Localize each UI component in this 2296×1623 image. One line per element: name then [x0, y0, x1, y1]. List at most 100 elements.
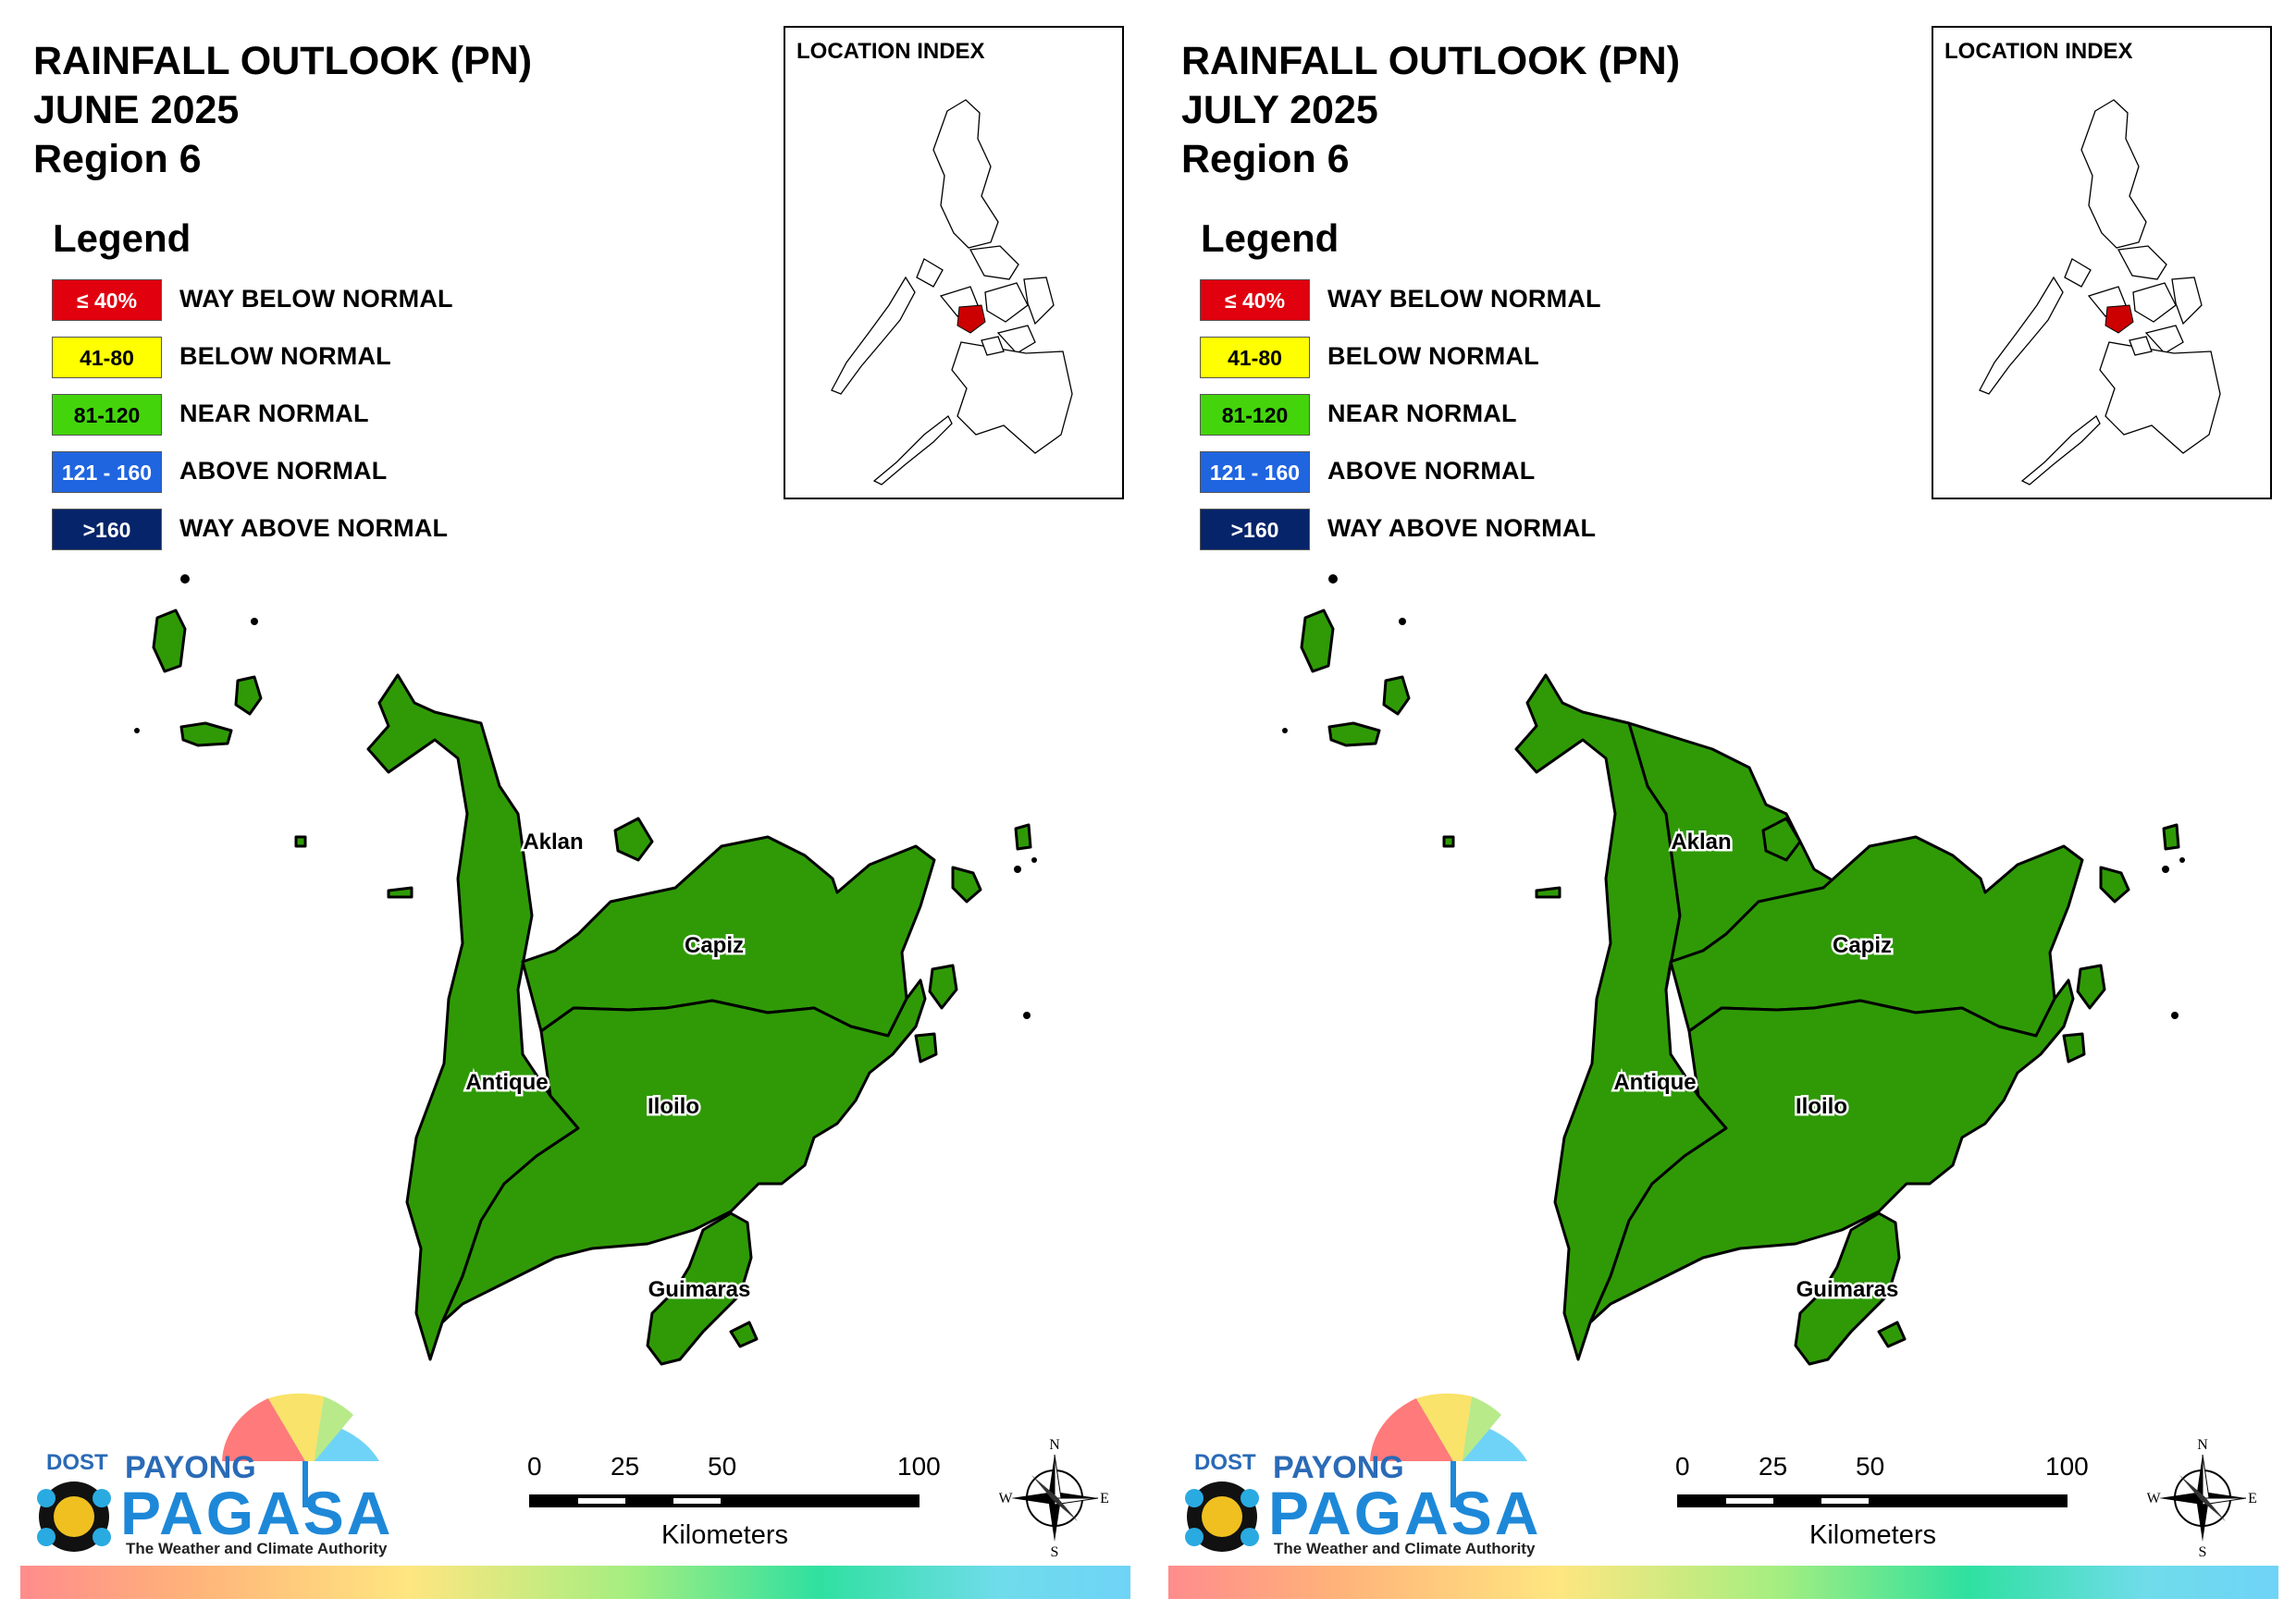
logo-pagasa-text: PAGASA — [120, 1479, 394, 1547]
province-label-capiz: Capiz — [1833, 933, 1892, 958]
logo-payong-text: PAYONG — [1273, 1450, 1404, 1485]
legend-item-way-below: ≤ 40% WAY BELOW NORMAL — [52, 279, 496, 323]
legend-label: WAY ABOVE NORMAL — [179, 514, 449, 542]
logo-pagasa-text: PAGASA — [1268, 1479, 1542, 1547]
island — [387, 886, 414, 899]
legend-item-above: 121 - 160 ABOVE NORMAL — [1200, 451, 1644, 495]
legend-swatch: 121 - 160 — [52, 451, 162, 493]
island — [2076, 964, 2106, 1010]
region-6-map: Aklan Capiz Antique Iloilo Guimaras — [134, 574, 1037, 1366]
island — [2162, 823, 2180, 851]
island — [1014, 823, 1032, 851]
legend-swatch: ≤ 40% — [1200, 279, 1310, 321]
legend-label: ABOVE NORMAL — [1327, 457, 1536, 485]
island — [2062, 1032, 2086, 1064]
province-label-iloilo: Iloilo — [1796, 1094, 1847, 1119]
legend-item-near: 81-120 NEAR NORMAL — [1200, 394, 1644, 437]
scale-tick-25: 25 — [1759, 1452, 1788, 1481]
compass-s: S — [2199, 1544, 2207, 1558]
title-region: Region 6 — [33, 137, 202, 181]
scale-tick-0: 0 — [527, 1452, 542, 1481]
philippines-outline-map — [831, 99, 1073, 486]
compass-n: N — [1049, 1438, 1060, 1453]
province-guimaras — [646, 1211, 753, 1366]
compass-n: N — [2197, 1438, 2208, 1453]
location-index-inset: LOCATION INDEX — [784, 26, 1124, 499]
map-title: RAINFALL OUTLOOK (PN) JUNE 2025 Region 6 — [33, 37, 532, 184]
legend-item-above: 121 - 160 ABOVE NORMAL — [52, 451, 496, 495]
province-label-aklan: Aklan — [523, 830, 583, 855]
legend-swatch: 41-80 — [1200, 337, 1310, 378]
legend-item-way-above: >160 WAY ABOVE NORMAL — [1200, 509, 1644, 552]
legend-title: Legend — [1201, 216, 1339, 260]
title-month: JULY 2025 — [1181, 88, 1378, 132]
scale-bar-graphic — [1677, 1494, 2068, 1507]
title-line-1: RAINFALL OUTLOOK (PN) — [1181, 39, 1681, 83]
scale-bar: 0 25 50 100 Kilometers — [527, 1452, 941, 1554]
island — [1877, 1321, 1907, 1348]
island — [294, 835, 307, 848]
compass-e: E — [1100, 1491, 1109, 1506]
island — [1300, 609, 1335, 673]
island — [928, 964, 958, 1010]
island — [179, 721, 233, 747]
legend-label: WAY ABOVE NORMAL — [1327, 514, 1597, 542]
island — [1535, 886, 1562, 899]
scale-tick-25: 25 — [611, 1452, 640, 1481]
legend-label: BELOW NORMAL — [1327, 342, 1539, 370]
scale-bar-graphic — [529, 1494, 920, 1507]
legend-label: WAY BELOW NORMAL — [1327, 285, 1601, 313]
province-label-antique: Antique — [1613, 1070, 1696, 1095]
legend-label: NEAR NORMAL — [179, 400, 369, 427]
island — [2099, 866, 2130, 904]
province-guimaras — [1794, 1211, 1901, 1366]
legend-item-near: 81-120 NEAR NORMAL — [52, 394, 496, 437]
province-label-iloilo: Iloilo — [648, 1094, 699, 1119]
legend-item-below: 41-80 BELOW NORMAL — [52, 337, 496, 380]
province-iloilo — [440, 978, 927, 1324]
compass-e: E — [2248, 1491, 2257, 1506]
province-label-capiz: Capiz — [685, 933, 744, 958]
outlook-panel-june: RAINFALL OUTLOOK (PN) JUNE 2025 Region 6… — [20, 26, 1130, 1599]
island — [914, 1032, 938, 1064]
payong-pagasa-logo: DOST PAYONG PAGASA The Weather and Clima… — [1176, 1387, 1546, 1572]
island — [152, 609, 187, 673]
location-index-inset: LOCATION INDEX — [1932, 26, 2272, 499]
island — [1382, 675, 1411, 716]
province-label-antique: Antique — [465, 1070, 548, 1095]
island — [234, 675, 263, 716]
payong-pagasa-logo: DOST PAYONG PAGASA The Weather and Clima… — [28, 1387, 398, 1572]
region-6-map: Aklan Capiz Antique Iloilo Guimaras — [1282, 574, 2185, 1366]
compass-s: S — [1051, 1544, 1059, 1558]
legend-swatch: >160 — [52, 509, 162, 550]
inset-title: LOCATION INDEX — [1944, 39, 2133, 64]
north-arrow-compass: N S E W — [2146, 1437, 2258, 1560]
logo-payong-text: PAYONG — [125, 1450, 256, 1485]
logo-dost-text: DOST — [46, 1450, 108, 1475]
inset-title: LOCATION INDEX — [796, 39, 985, 64]
legend-swatch: 81-120 — [52, 394, 162, 436]
island — [1327, 721, 1381, 747]
philippines-outline-map — [1979, 99, 2221, 486]
logo-tagline: The Weather and Climate Authority — [1274, 1540, 1536, 1557]
region-6-highlight — [957, 304, 986, 334]
legend-item-way-below: ≤ 40% WAY BELOW NORMAL — [1200, 279, 1644, 323]
scale-tick-50: 50 — [708, 1452, 737, 1481]
legend-label: BELOW NORMAL — [179, 342, 391, 370]
scale-tick-0: 0 — [1675, 1452, 1690, 1481]
compass-w: W — [2147, 1491, 2161, 1506]
scale-tick-100: 100 — [2045, 1452, 2089, 1481]
footer-gradient-bar — [20, 1566, 1130, 1599]
province-antique — [366, 673, 580, 1361]
legend-swatch: >160 — [1200, 509, 1310, 550]
footer-gradient-bar — [1168, 1566, 2278, 1599]
map-title: RAINFALL OUTLOOK (PN) JULY 2025 Region 6 — [1181, 37, 1680, 184]
scale-bar: 0 25 50 100 Kilometers — [1675, 1452, 2089, 1554]
legend-label: ABOVE NORMAL — [179, 457, 388, 485]
island — [613, 817, 654, 862]
province-label-guimaras: Guimaras — [1796, 1277, 1899, 1302]
region-6-highlight — [2105, 304, 2134, 334]
province-label-guimaras: Guimaras — [648, 1277, 751, 1302]
legend-label: WAY BELOW NORMAL — [179, 285, 453, 313]
logo-dost-text: DOST — [1194, 1450, 1256, 1475]
